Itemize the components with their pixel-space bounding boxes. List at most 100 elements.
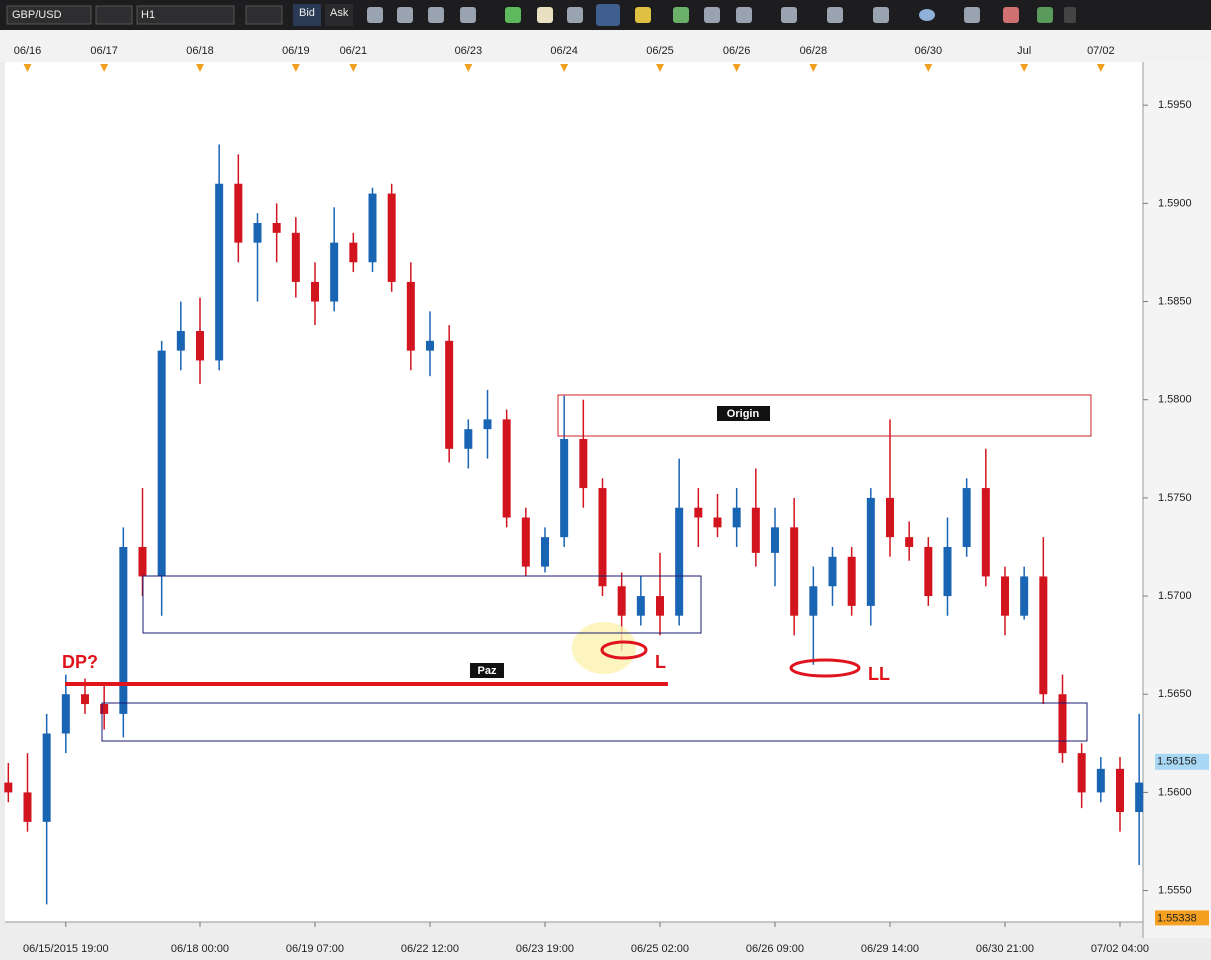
tool-icon[interactable]: [95, 5, 133, 25]
top-date-label: 06/25: [646, 45, 674, 57]
tool-icon[interactable]: [460, 7, 476, 23]
candle-body: [4, 782, 13, 793]
tool-icon[interactable]: [704, 7, 720, 23]
tool-icon[interactable]: [428, 7, 444, 23]
tool-icon[interactable]: [596, 4, 620, 26]
candle-body: [732, 507, 741, 528]
top-date-label: 06/26: [723, 45, 751, 57]
symbol: GBP/USD: [12, 9, 62, 21]
tool-icon[interactable]: [1064, 7, 1076, 23]
tool-icon[interactable]: [673, 7, 689, 23]
y-tick-label: 1.5950: [1158, 99, 1192, 111]
plot-bg: [5, 62, 1143, 922]
x-tick-label: 07/02 04:00: [1091, 943, 1149, 955]
origin-label: Origin: [727, 408, 760, 420]
dp-label: DP?: [62, 652, 98, 672]
candle-body: [962, 488, 971, 547]
symbol-box[interactable]: [6, 5, 92, 25]
candle-body: [253, 223, 262, 243]
candle-body: [387, 193, 396, 282]
toolbar: GBP/USD H1 Bid Ask: [0, 0, 1211, 30]
paz-label: Paz: [478, 665, 497, 677]
candle-body: [809, 586, 818, 616]
tool-icon[interactable]: [873, 7, 889, 23]
candle-body: [1135, 782, 1144, 813]
candle-body: [138, 546, 147, 577]
y-tick-label: 1.5800: [1158, 394, 1192, 406]
candle-body: [349, 242, 358, 263]
bid: Bid: [299, 7, 315, 19]
candle-body: [425, 340, 434, 351]
candle-body: [790, 527, 799, 616]
candle-body: [540, 537, 549, 567]
tool-icon[interactable]: [635, 7, 651, 23]
date-marker: [291, 64, 300, 72]
y-tick-label: 1.5700: [1158, 590, 1192, 602]
tool-icon[interactable]: [567, 7, 583, 23]
last-price-label: 1.56156: [1157, 756, 1197, 768]
tool-icon[interactable]: [827, 7, 843, 23]
candle-body: [655, 596, 664, 616]
timeframe-box[interactable]: [136, 5, 235, 25]
candle-body: [924, 546, 933, 597]
tool-icon[interactable]: [781, 7, 797, 23]
candle-body: [675, 507, 684, 616]
candle-body: [215, 183, 224, 361]
tool-icon[interactable]: [919, 9, 935, 21]
date-marker: [195, 64, 204, 72]
candle-body: [905, 537, 914, 547]
candle-body: [1058, 694, 1067, 754]
candle-body: [80, 694, 89, 705]
tool-icon[interactable]: [1037, 7, 1053, 23]
tool-icon[interactable]: [537, 7, 553, 23]
candle-body: [885, 497, 894, 538]
candle-body: [23, 792, 32, 822]
price-axis-bg: [1143, 62, 1211, 938]
origin-zone: [557, 394, 1092, 437]
date-marker: [560, 64, 569, 72]
tool-icon[interactable]: [1003, 7, 1019, 23]
candle-body: [483, 419, 492, 430]
ask-button[interactable]: [325, 4, 353, 26]
candle-body: [981, 488, 990, 577]
date-marker: [1096, 64, 1105, 72]
candle-body: [502, 419, 511, 518]
y-tick-label: 1.5850: [1158, 295, 1192, 307]
candle-body: [713, 517, 722, 528]
candle-body: [330, 242, 339, 302]
origin-tag: Origin: [717, 406, 770, 421]
date-marker: [809, 64, 818, 72]
date-marker: [732, 64, 741, 72]
tool-icon[interactable]: [964, 7, 980, 23]
marker-ellipse: [789, 658, 861, 678]
candle-body: [598, 488, 607, 587]
candle-body: [234, 183, 243, 243]
low-marker-label: 1.55338: [1157, 912, 1197, 924]
candle-body: [560, 438, 569, 538]
tool-icon[interactable]: [367, 7, 383, 23]
bid-button[interactable]: [293, 4, 321, 26]
candle-body: [770, 527, 779, 553]
tool-icon[interactable]: [736, 7, 752, 23]
last-price-bg: [1155, 753, 1209, 770]
top-date-label: Jul: [1017, 45, 1031, 57]
date-marker: [464, 64, 473, 72]
ll-label: LL: [868, 664, 890, 684]
tool-icon[interactable]: [505, 7, 521, 23]
top-date-label: 06/23: [455, 45, 483, 57]
tag-bg: [470, 663, 504, 678]
tag-bg: [717, 406, 770, 421]
ask: Ask: [330, 7, 349, 19]
top-date-label: 06/21: [340, 45, 368, 57]
candle-body: [157, 350, 166, 577]
demand-zone: [142, 575, 702, 634]
date-marker: [924, 64, 933, 72]
y-tick-label: 1.5900: [1158, 197, 1192, 209]
candle-body: [617, 586, 626, 616]
candles: [4, 144, 1144, 905]
tool-icon[interactable]: [245, 5, 283, 25]
candle-body: [61, 694, 70, 734]
x-tick-label: 06/18 00:00: [171, 943, 229, 955]
candle-body: [1115, 768, 1124, 813]
tool-icon[interactable]: [397, 7, 413, 23]
